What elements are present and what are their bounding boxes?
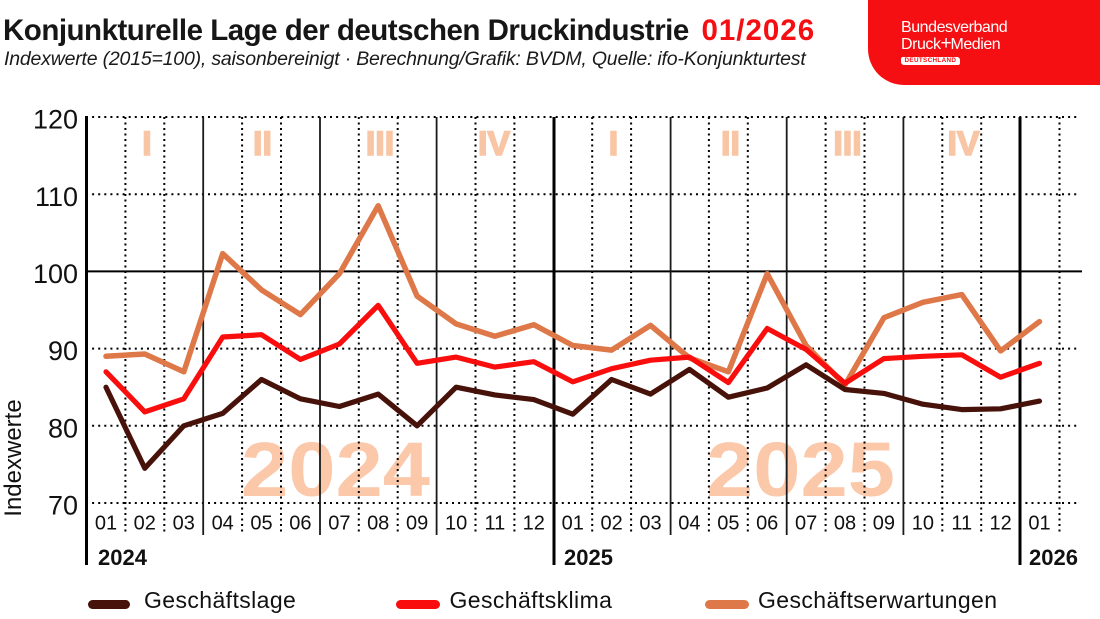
svg-text:01: 01 xyxy=(562,513,584,535)
svg-text:07: 07 xyxy=(795,513,817,535)
svg-text:120: 120 xyxy=(33,105,78,135)
svg-text:05: 05 xyxy=(250,513,272,535)
svg-text:I: I xyxy=(142,125,151,163)
svg-text:2025: 2025 xyxy=(706,427,895,513)
svg-text:11: 11 xyxy=(951,513,972,535)
svg-text:90: 90 xyxy=(48,336,78,366)
svg-text:80: 80 xyxy=(48,413,78,443)
svg-text:II: II xyxy=(721,125,740,163)
svg-text:2025: 2025 xyxy=(564,545,613,570)
svg-text:01: 01 xyxy=(1028,513,1050,535)
svg-text:04: 04 xyxy=(212,513,234,535)
svg-text:IV: IV xyxy=(947,125,979,163)
svg-text:Indexwerte: Indexwerte xyxy=(0,399,27,516)
svg-text:100: 100 xyxy=(33,259,78,289)
svg-text:2026: 2026 xyxy=(1029,545,1078,570)
svg-text:2024: 2024 xyxy=(98,545,148,570)
svg-text:09: 09 xyxy=(406,513,428,535)
svg-text:12: 12 xyxy=(989,513,1011,535)
svg-text:06: 06 xyxy=(289,513,311,535)
svg-text:2024: 2024 xyxy=(241,427,430,513)
svg-text:03: 03 xyxy=(639,513,661,535)
svg-text:III: III xyxy=(833,125,861,163)
svg-text:06: 06 xyxy=(756,513,778,535)
svg-text:IV: IV xyxy=(478,125,510,163)
svg-text:10: 10 xyxy=(445,513,467,535)
svg-text:02: 02 xyxy=(134,513,156,535)
svg-text:07: 07 xyxy=(328,513,350,535)
svg-text:05: 05 xyxy=(717,513,739,535)
svg-text:III: III xyxy=(366,125,394,163)
svg-text:04: 04 xyxy=(678,513,700,535)
svg-text:08: 08 xyxy=(367,513,389,535)
svg-text:11: 11 xyxy=(485,513,506,535)
svg-text:09: 09 xyxy=(873,513,895,535)
svg-text:II: II xyxy=(253,125,272,163)
svg-text:110: 110 xyxy=(35,182,78,212)
svg-text:70: 70 xyxy=(48,491,78,521)
svg-text:01: 01 xyxy=(95,513,117,535)
svg-text:I: I xyxy=(609,125,618,163)
svg-text:02: 02 xyxy=(600,513,622,535)
svg-text:03: 03 xyxy=(173,513,195,535)
svg-text:12: 12 xyxy=(523,513,545,535)
svg-text:08: 08 xyxy=(834,513,856,535)
svg-text:10: 10 xyxy=(912,513,934,535)
